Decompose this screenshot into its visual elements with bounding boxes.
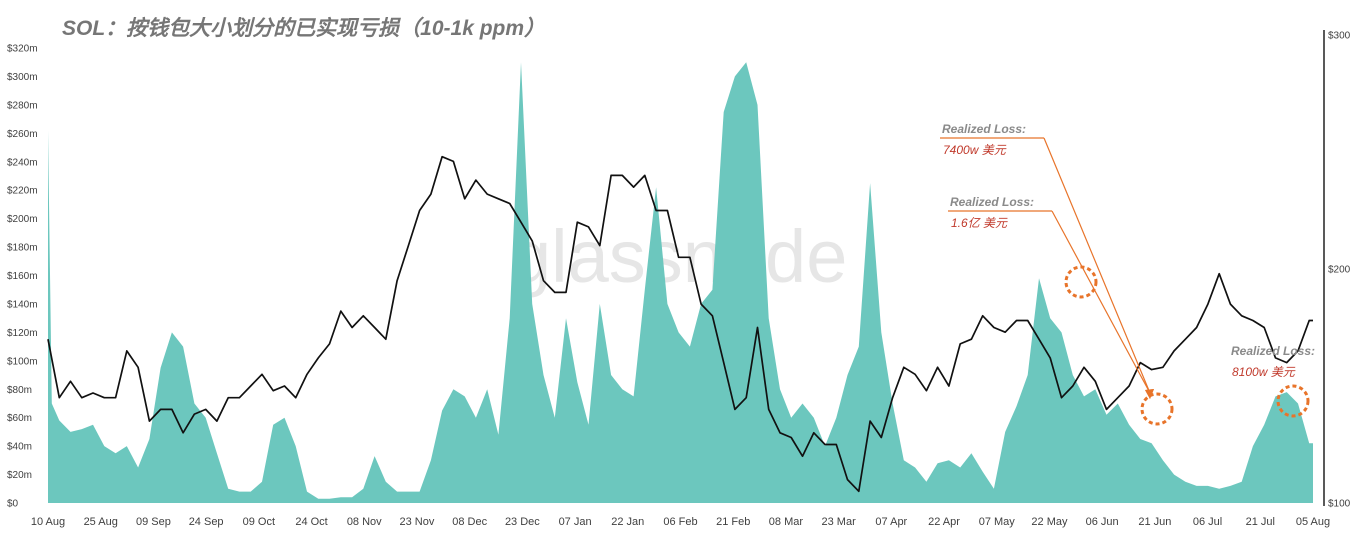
x-tick-label: 22 May xyxy=(1031,516,1068,528)
x-tick-label: 06 Jul xyxy=(1193,516,1222,528)
annotation-circle xyxy=(1140,392,1174,426)
annotation-value: 8100w 美元 xyxy=(1232,365,1296,379)
x-tick-label: 25 Aug xyxy=(84,516,118,528)
x-tick-label: 21 Jun xyxy=(1138,516,1171,528)
x-tick-label: 24 Oct xyxy=(295,516,327,528)
y-left-tick-label: $120m xyxy=(7,328,38,339)
x-tick-label: 08 Dec xyxy=(452,516,487,528)
x-tick-label: 23 Dec xyxy=(505,516,540,528)
x-tick-label: 07 Apr xyxy=(875,516,907,528)
x-tick-label: 09 Sep xyxy=(136,516,171,528)
y-left-tick-label: $220m xyxy=(7,186,38,197)
y-left-tick-label: $260m xyxy=(7,129,38,140)
x-tick-label: 24 Sep xyxy=(189,516,224,528)
y-left-tick-label: $140m xyxy=(7,299,38,310)
x-tick-label: 22 Jan xyxy=(611,516,644,528)
x-tick-label: 08 Nov xyxy=(347,516,382,528)
x-tick-label: 07 Jan xyxy=(559,516,592,528)
y-right-tick-label: $300 xyxy=(1328,31,1351,42)
x-tick-label: 09 Oct xyxy=(243,516,275,528)
annotation-value: 1.6亿 美元 xyxy=(951,216,1008,230)
y-left-tick-label: $240m xyxy=(7,157,38,168)
y-left-tick-label: $80m xyxy=(7,385,32,396)
x-tick-label: 21 Feb xyxy=(716,516,750,528)
x-tick-label: 07 May xyxy=(979,516,1016,528)
annotation-label: Realized Loss: xyxy=(1231,344,1315,358)
y-left-tick-label: $40m xyxy=(7,442,32,453)
y-left-tick-label: $160m xyxy=(7,271,38,282)
annotation-label: Realized Loss: xyxy=(950,195,1034,209)
x-tick-label: 21 Jul xyxy=(1246,516,1275,528)
x-tick-label: 22 Apr xyxy=(928,516,960,528)
x-tick-label: 23 Mar xyxy=(822,516,857,528)
realized-loss-area xyxy=(48,62,1313,503)
annotation-arrow-line xyxy=(1043,137,1151,394)
y-left-tick-label: $280m xyxy=(7,100,38,111)
y-left-tick-label: $20m xyxy=(7,470,32,481)
annotation-label: Realized Loss: xyxy=(942,122,1026,136)
annotation-arrowhead xyxy=(1145,389,1154,399)
price-line xyxy=(47,155,1313,493)
x-tick-label: 06 Feb xyxy=(663,516,697,528)
annotation-circle xyxy=(1276,384,1310,418)
y-left-tick-label: $320m xyxy=(7,44,38,55)
annotation-arrow-line xyxy=(1051,210,1151,394)
y-left-tick-label: $300m xyxy=(7,72,38,83)
x-tick-label: 08 Mar xyxy=(769,516,804,528)
annotation-value: 7400w 美元 xyxy=(943,143,1007,157)
chart-title: SOL：按钱包大小划分的已实现亏损（10-1k ppm） xyxy=(62,17,546,40)
x-tick-label: 10 Aug xyxy=(31,516,65,528)
y-right-tick-label: $200 xyxy=(1328,265,1351,276)
x-tick-label: 06 Jun xyxy=(1086,516,1119,528)
y-left-tick-label: $100m xyxy=(7,356,38,367)
y-left-tick-label: $180m xyxy=(7,243,38,254)
x-tick-label: 23 Nov xyxy=(400,516,435,528)
y-right-tick-label: $100 xyxy=(1328,499,1351,510)
y-left-tick-label: $200m xyxy=(7,214,38,225)
y-left-tick-label: $60m xyxy=(7,413,32,424)
annotation-circle xyxy=(1064,265,1098,299)
x-tick-label: 05 Aug xyxy=(1296,516,1330,528)
y-left-tick-label: $0 xyxy=(7,499,19,510)
